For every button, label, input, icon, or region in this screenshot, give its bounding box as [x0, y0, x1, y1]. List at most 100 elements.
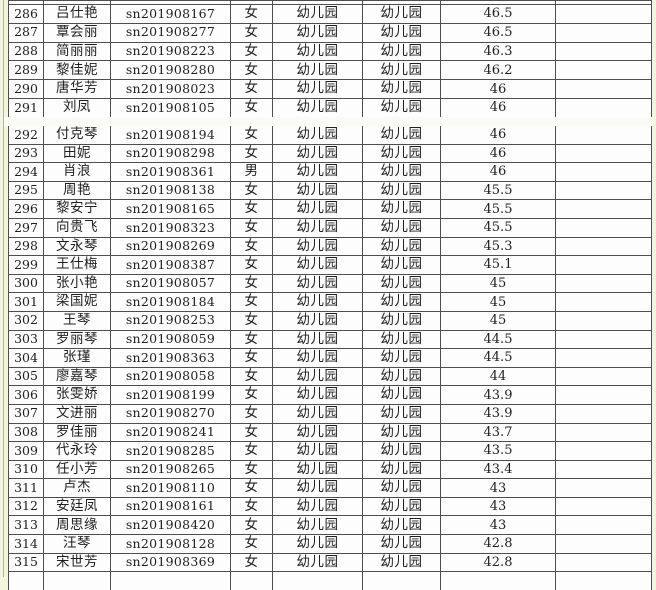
position-cell-2: 幼儿园	[362, 217, 441, 238]
position-cell-1: 幼儿园	[272, 97, 363, 118]
score-table-section-1: 286 吕仕艳 sn201908167 女幼儿园 幼儿园 46.5 287 覃会丽 sn2019…	[8, 0, 652, 118]
blank-cell	[555, 348, 652, 368]
position-cell-1: 幼儿园	[272, 4, 363, 24]
name-cell: 罗佳丽	[43, 422, 111, 443]
position-cell-1: 幼儿园	[272, 143, 363, 164]
blank-cell	[555, 310, 652, 331]
table-row: 308 罗佳丽 sn201908241 女幼儿园 幼儿园 43.7	[8, 422, 652, 443]
exam-id-cell: sn201908184	[110, 292, 231, 312]
table-row: 306 张雯娇 sn201908199 女幼儿园 幼儿园 43.9	[8, 385, 652, 405]
score-cell: 45	[440, 310, 556, 331]
blank-cell	[555, 60, 652, 81]
name-cell: 张瑾	[43, 348, 111, 368]
position-cell-1: 幼儿园	[272, 552, 363, 573]
score-cell: 45.1	[440, 255, 556, 275]
position-cell-1: 幼儿园	[272, 273, 363, 294]
gender-cell: 女	[230, 478, 273, 498]
gender-cell: 女	[230, 255, 273, 275]
blank-cell	[555, 4, 652, 24]
exam-id-cell: sn201908167	[110, 4, 231, 24]
gender-cell: 女	[230, 292, 273, 312]
blank-cell	[555, 422, 652, 443]
exam-id-cell: sn201908023	[110, 79, 231, 99]
position-cell-2: 幼儿园	[362, 255, 441, 275]
name-cell: 罗丽琴	[43, 329, 111, 350]
table-row: 295 周艳 sn201908138 女幼儿园 幼儿园 45.5	[8, 180, 652, 201]
table-row: 302 王琴 sn201908253 女幼儿园 幼儿园 45	[8, 310, 652, 331]
name-cell: 唐华芳	[43, 79, 111, 99]
blank-cell	[555, 441, 652, 461]
clipped-cell	[555, 0, 652, 5]
blank-cell	[555, 217, 652, 238]
name-cell: 简丽丽	[43, 41, 111, 62]
position-cell-1: 幼儿园	[272, 41, 363, 62]
name-cell: 张雯娇	[43, 385, 111, 405]
position-cell-2: 幼儿园	[362, 459, 441, 480]
position-cell-2: 幼儿园	[362, 422, 441, 443]
exam-id-cell: sn201908270	[110, 403, 231, 424]
score-cell: 44.5	[440, 329, 556, 350]
blank-cell	[555, 255, 652, 275]
exam-id-cell: sn201908369	[110, 552, 231, 573]
name-cell: 汪琴	[43, 534, 111, 554]
score-cell: 46.2	[440, 60, 556, 81]
row-number-cell: 304	[8, 348, 44, 368]
position-cell-2: 幼儿园	[362, 41, 441, 62]
score-cell: 45	[440, 273, 556, 294]
score-cell: 46.5	[440, 22, 556, 43]
table-row: 309 代永玲 sn201908285 女幼儿园 幼儿园 43.5	[8, 441, 652, 461]
exam-id-cell: sn201908057	[110, 273, 231, 294]
row-number-cell: 301	[8, 292, 44, 312]
exam-id-cell: sn201908280	[110, 60, 231, 81]
blank-cell	[555, 162, 652, 182]
row-number-cell: 310	[8, 459, 44, 480]
name-cell: 卢杰	[43, 478, 111, 498]
score-table-section-2-body: 292 付克琴 sn201908194 女幼儿园 幼儿园 46 293 田妮 sn2019082…	[8, 126, 652, 590]
row-number-cell: 293	[8, 143, 44, 164]
row-number-cell: 312	[8, 496, 44, 517]
blank-cell	[555, 329, 652, 350]
table-row: 299 王仕梅 sn201908387 女幼儿园 幼儿园 45.1	[8, 255, 652, 275]
table-row: 310 任小芳 sn201908265 女幼儿园 幼儿园 43.4	[8, 459, 652, 480]
row-number-cell: 314	[8, 534, 44, 554]
gender-cell: 女	[230, 126, 273, 145]
row-number-cell: 302	[8, 310, 44, 331]
score-cell: 45	[440, 292, 556, 312]
position-cell-2: 幼儿园	[362, 60, 441, 81]
exam-id-cell: sn201908323	[110, 217, 231, 238]
gender-cell: 女	[230, 41, 273, 62]
position-cell-2: 幼儿园	[362, 403, 441, 424]
name-cell: 刘凤	[43, 97, 111, 118]
position-cell-2: 幼儿园	[362, 97, 441, 118]
position-cell-2: 幼儿园	[362, 79, 441, 99]
score-cell: 42.8	[440, 552, 556, 573]
score-table-section-1-body: 286 吕仕艳 sn201908167 女幼儿园 幼儿园 46.5 287 覃会丽 sn2019…	[8, 0, 652, 118]
position-cell-1: 幼儿园	[272, 180, 363, 201]
position-cell-2: 幼儿园	[362, 22, 441, 43]
table-row: 291 刘凤 sn201908105 女幼儿园 幼儿园 46	[8, 97, 652, 118]
gender-cell: 女	[230, 143, 273, 164]
name-cell: 黎安宁	[43, 199, 111, 219]
clipped-cell	[440, 571, 556, 590]
position-cell-1: 幼儿园	[272, 60, 363, 81]
gender-cell: 女	[230, 496, 273, 517]
table-row: 289 黎佳妮 sn201908280 女幼儿园 幼儿园 46.2	[8, 60, 652, 81]
row-number-cell: 300	[8, 273, 44, 294]
name-cell: 廖嘉琴	[43, 366, 111, 387]
gender-cell: 女	[230, 217, 273, 238]
row-number-cell: 303	[8, 329, 44, 350]
exam-id-cell: sn201908363	[110, 348, 231, 368]
gender-cell: 女	[230, 552, 273, 573]
gender-cell: 女	[230, 534, 273, 554]
table-row: 301 梁国妮 sn201908184 女幼儿园 幼儿园 45	[8, 292, 652, 312]
name-cell: 宋世芳	[43, 552, 111, 573]
score-cell: 46	[440, 143, 556, 164]
position-cell-2: 幼儿园	[362, 292, 441, 312]
name-cell: 张小艳	[43, 273, 111, 294]
gender-cell: 女	[230, 180, 273, 201]
name-cell: 代永玲	[43, 441, 111, 461]
position-cell-1: 幼儿园	[272, 255, 363, 275]
position-cell-1: 幼儿园	[272, 478, 363, 498]
gender-cell: 女	[230, 199, 273, 219]
blank-cell	[555, 41, 652, 62]
